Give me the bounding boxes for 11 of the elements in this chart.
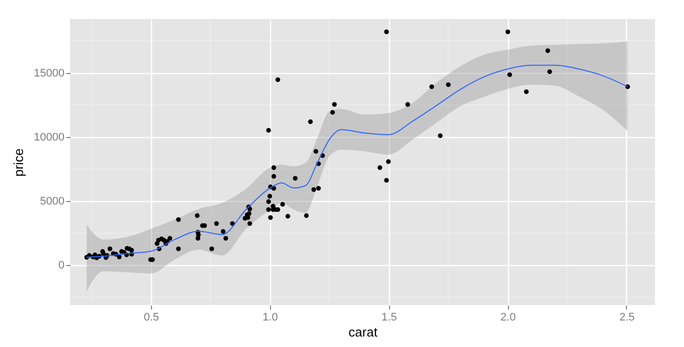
x-tick-label: 0.5 <box>144 312 159 324</box>
x-tick-label: 2.0 <box>500 312 516 324</box>
x-tick-label: 1.0 <box>262 312 278 324</box>
x-axis-title: carat <box>348 324 378 340</box>
y-tick-label: 5000 <box>40 196 64 208</box>
y-tick-label: 15000 <box>34 67 64 80</box>
x-tick-label: 1.5 <box>382 312 397 324</box>
y-tick-label: 10000 <box>34 131 64 144</box>
x-tick-label: 2.5 <box>619 312 635 324</box>
y-axis-title: price <box>10 148 26 177</box>
y-tick-label: 0 <box>58 260 64 272</box>
